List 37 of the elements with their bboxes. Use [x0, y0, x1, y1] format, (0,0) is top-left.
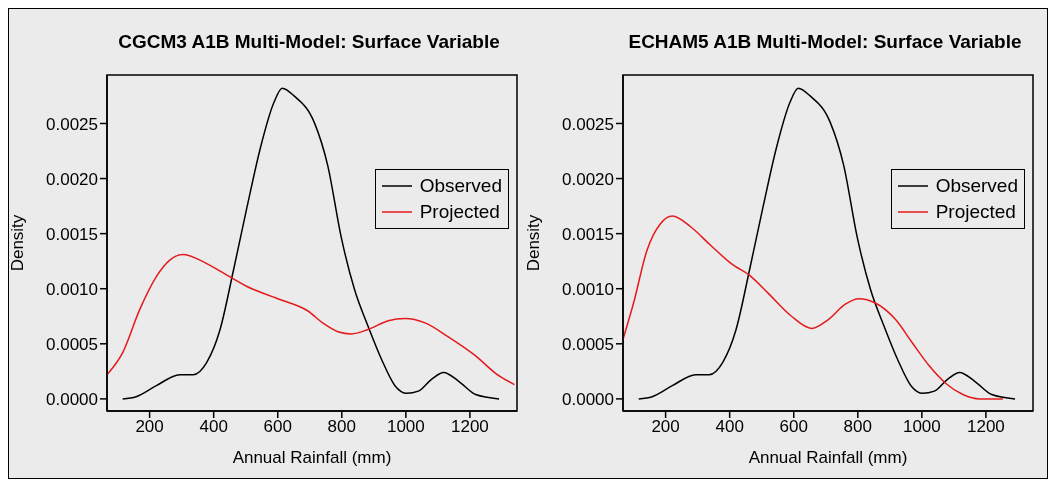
y-tick-label: 0.0005	[46, 334, 98, 354]
x-tick-label: 1200	[967, 417, 1005, 437]
x-tick-label: 400	[199, 417, 228, 437]
x-tick-label: 200	[651, 417, 680, 437]
y-tick-label: 0.0010	[46, 279, 98, 299]
x-tick-label: 600	[263, 417, 292, 437]
y-tick-label: 0.0020	[562, 169, 614, 189]
x-tick-label: 200	[135, 417, 164, 437]
y-axis-title: Density	[524, 214, 544, 272]
x-tick-label: 1000	[386, 417, 425, 437]
y-tick-label: 0.0005	[562, 334, 614, 354]
x-tick-label: 800	[327, 417, 356, 437]
line-series	[637, 87, 1016, 400]
y-tick-label: 0.0020	[46, 169, 98, 189]
line-series	[121, 87, 500, 400]
chart-title: ECHAM5 A1B Multi-Model: Surface Variable	[627, 31, 1023, 53]
legend-label: Observed	[419, 174, 502, 198]
x-axis-title: Annual Rainfall (mm)	[748, 448, 908, 467]
y-tick-label: 0.0015	[46, 224, 98, 244]
x-tick-label: 400	[715, 417, 744, 437]
x-tick-label: 1200	[451, 417, 489, 437]
y-tick-label: 0.0025	[562, 114, 614, 134]
y-tick-label: 0.0010	[562, 279, 614, 299]
line-series	[107, 253, 516, 386]
y-tick-label: 0.0000	[562, 389, 614, 409]
x-tick-label: 600	[779, 417, 808, 437]
y-tick-label: 0.0025	[46, 114, 98, 134]
y-axis-title: Density	[8, 214, 28, 272]
y-tick-label: 0.0015	[562, 224, 614, 244]
legend-label: Projected	[935, 200, 1016, 224]
x-tick-label: 1000	[902, 417, 941, 437]
x-axis-title: Annual Rainfall (mm)	[232, 448, 392, 467]
chart-title: CGCM3 A1B Multi-Model: Surface Variable	[117, 31, 501, 53]
x-tick-label: 800	[843, 417, 872, 437]
legend-label: Projected	[419, 200, 500, 224]
legend-label: Observed	[935, 174, 1018, 198]
y-tick-label: 0.0000	[46, 389, 98, 409]
